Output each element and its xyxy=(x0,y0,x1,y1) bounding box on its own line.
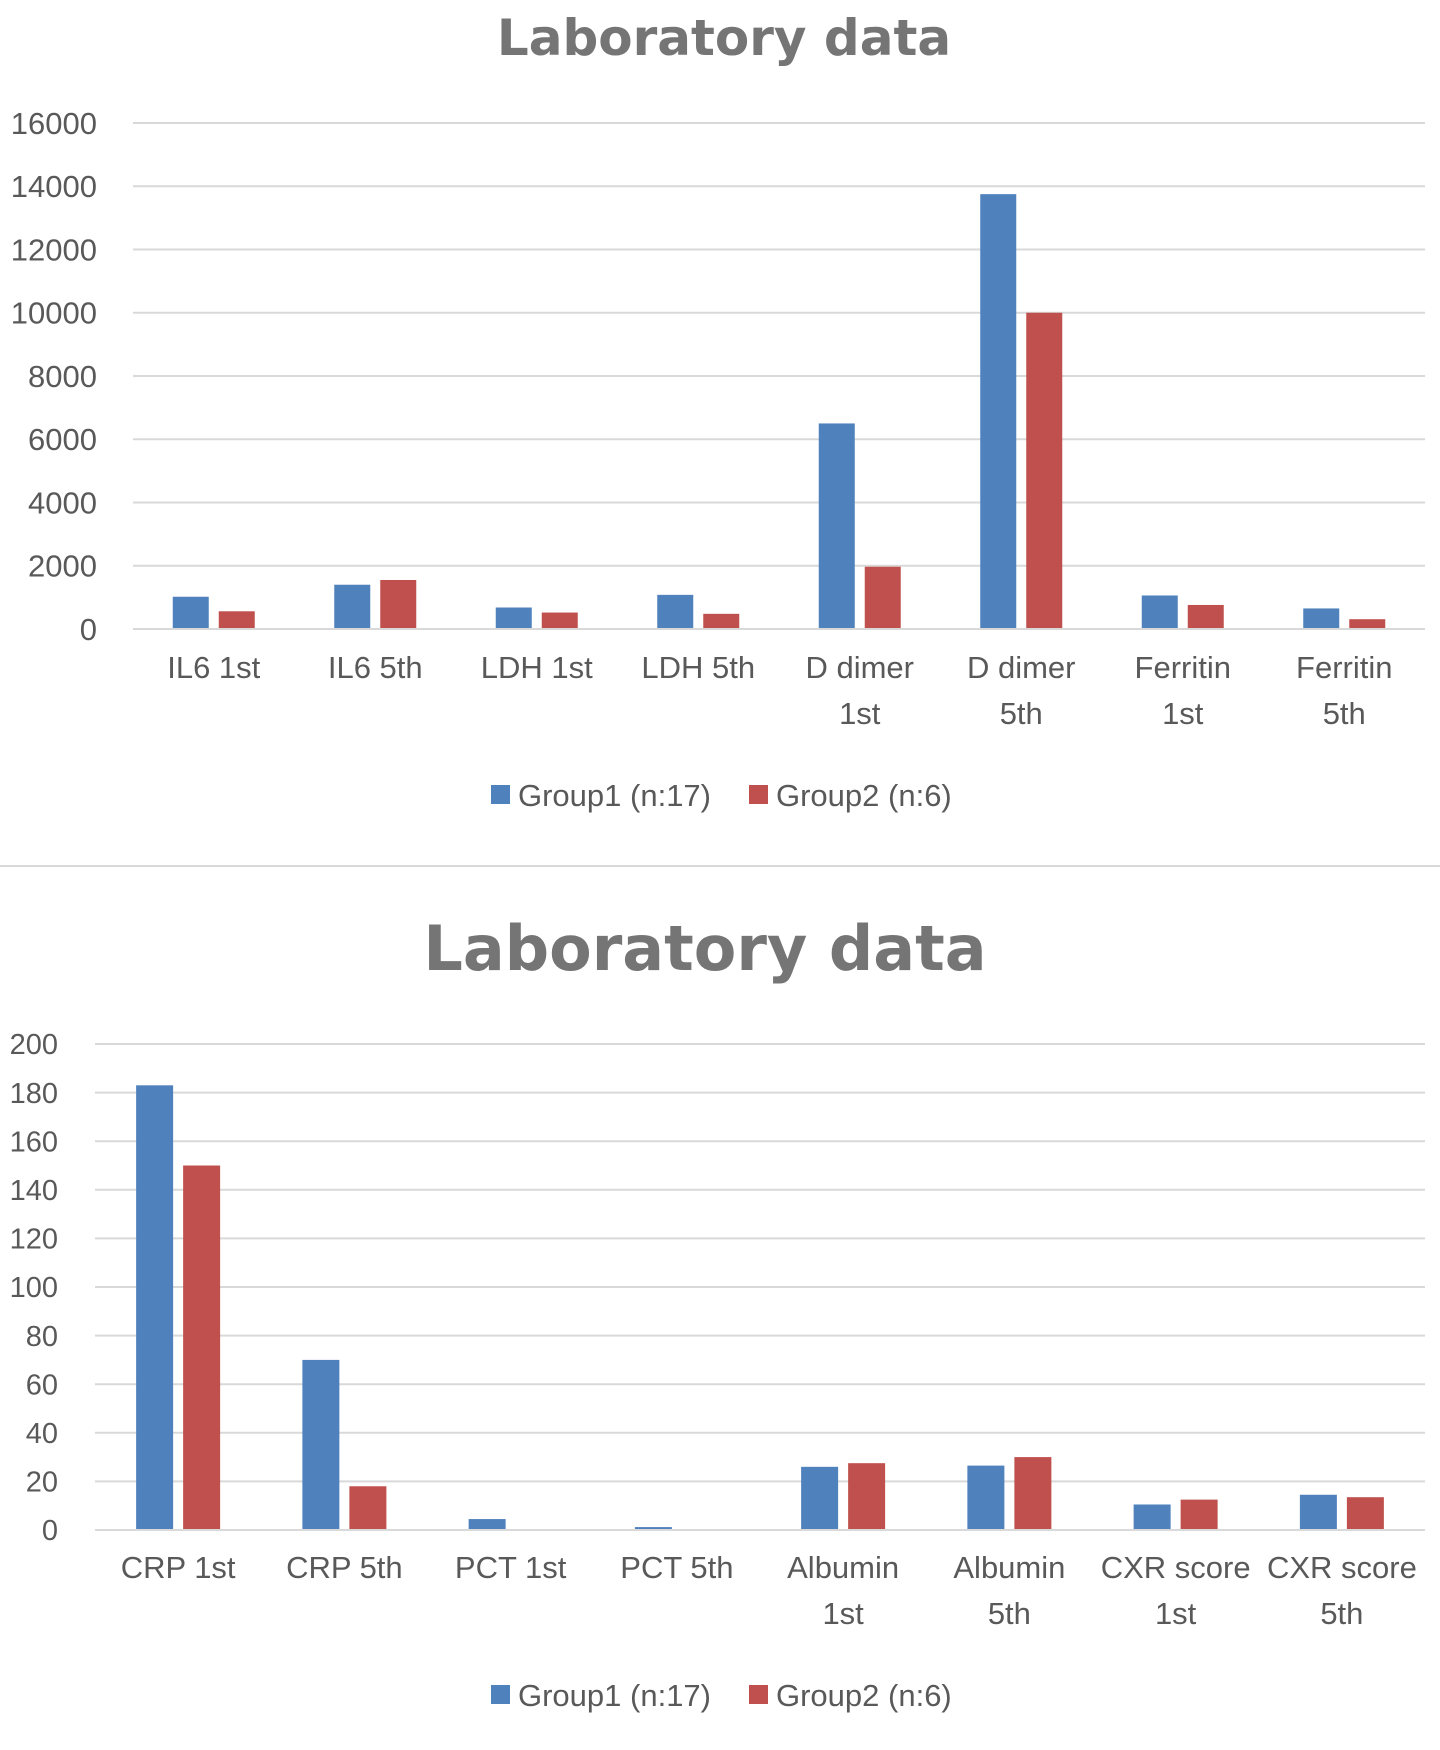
bar-group1 xyxy=(1141,595,1178,629)
y-tick-label: 0 xyxy=(80,612,97,647)
y-tick-label: 0 xyxy=(42,1515,58,1547)
bar-group2 xyxy=(1187,604,1224,629)
category-label: 1st xyxy=(1155,1596,1197,1631)
y-tick-label: 180 xyxy=(10,1078,58,1110)
category-label: PCT 5th xyxy=(620,1550,733,1585)
y-tick-label: 10000 xyxy=(11,296,97,331)
category-label: 5th xyxy=(1323,696,1366,731)
category-label: 5th xyxy=(1320,1596,1363,1631)
y-tick-label: 140 xyxy=(10,1175,58,1207)
bar-group2 xyxy=(864,566,901,629)
y-tick-label: 16000 xyxy=(11,106,97,141)
legend-label-group1: Group1 (n:17) xyxy=(518,1678,711,1713)
y-tick-label: 120 xyxy=(10,1224,58,1256)
bar-group2 xyxy=(848,1463,886,1530)
category-label: CRP 1st xyxy=(121,1550,236,1585)
legend-label-group2: Group2 (n:6) xyxy=(776,778,952,813)
y-tick-label: 2000 xyxy=(28,549,97,584)
bar-group1 xyxy=(302,1359,340,1530)
bar-group1 xyxy=(334,584,371,629)
y-tick-label: 4000 xyxy=(28,485,97,520)
bar-group2 xyxy=(1180,1499,1218,1530)
bar-group2 xyxy=(380,579,417,629)
y-tick-label: 14000 xyxy=(11,169,97,204)
category-label: Albumin xyxy=(953,1550,1065,1585)
category-label: CXR score xyxy=(1101,1550,1251,1585)
category-label: D dimer xyxy=(967,650,1076,685)
category-label: LDH 5th xyxy=(641,650,755,685)
bar-group1 xyxy=(801,1466,839,1530)
category-label: 1st xyxy=(839,696,881,731)
y-tick-label: 40 xyxy=(26,1418,58,1450)
y-tick-label: 100 xyxy=(10,1272,58,1304)
y-tick-label: 60 xyxy=(26,1369,58,1401)
chart-title: Laboratory data xyxy=(497,9,951,67)
category-label: 5th xyxy=(988,1596,1031,1631)
bar-group1 xyxy=(1133,1504,1171,1530)
bar-group2 xyxy=(1346,1497,1384,1530)
category-label: Ferritin xyxy=(1135,650,1231,685)
bar-group2 xyxy=(183,1165,221,1530)
legend-label-group1: Group1 (n:17) xyxy=(518,778,711,813)
bar-group2 xyxy=(1014,1457,1052,1530)
legend-swatch-group1 xyxy=(491,1685,510,1704)
y-tick-label: 20 xyxy=(26,1467,58,1499)
bar-group1 xyxy=(172,596,209,629)
y-tick-label: 80 xyxy=(26,1321,58,1353)
y-tick-label: 160 xyxy=(10,1126,58,1158)
category-label: 1st xyxy=(1162,696,1204,731)
y-tick-label: 12000 xyxy=(11,232,97,267)
chart-top: Laboratory data 0 2000 4000 6000 8000 10000 120… xyxy=(11,9,1425,813)
y-tick-label: 6000 xyxy=(28,422,97,457)
bar-group1 xyxy=(657,594,694,629)
category-label: IL6 1st xyxy=(167,650,260,685)
bar-group1 xyxy=(980,194,1017,629)
bar-group1 xyxy=(1303,608,1340,629)
bar-group2 xyxy=(541,612,578,629)
category-label: Albumin xyxy=(787,1550,899,1585)
category-label: CXR score xyxy=(1267,1550,1417,1585)
category-label: D dimer xyxy=(805,650,914,685)
legend-swatch-group2 xyxy=(749,785,768,804)
bar-group2 xyxy=(703,613,740,629)
category-label: PCT 1st xyxy=(455,1550,567,1585)
legend-swatch-group2 xyxy=(749,1685,768,1704)
legend-label-group2: Group2 (n:6) xyxy=(776,1678,952,1713)
bar-group1 xyxy=(634,1527,672,1530)
chart-title: Laboratory data xyxy=(423,912,986,985)
category-label: 1st xyxy=(822,1596,864,1631)
category-label: 5th xyxy=(1000,696,1043,731)
category-label: CRP 5th xyxy=(286,1550,403,1585)
bar-group2 xyxy=(1349,619,1386,629)
bar-group1 xyxy=(818,423,855,629)
y-tick-label: 8000 xyxy=(28,359,97,394)
category-label: Ferritin xyxy=(1296,650,1392,685)
bar-group1 xyxy=(136,1085,174,1530)
y-tick-label: 200 xyxy=(10,1029,58,1061)
bar-group1 xyxy=(967,1465,1005,1530)
bar-group1 xyxy=(1299,1494,1337,1530)
category-label: IL6 5th xyxy=(328,650,423,685)
bar-group1 xyxy=(468,1519,506,1530)
category-label: LDH 1st xyxy=(481,650,593,685)
bar-group2 xyxy=(1026,312,1063,629)
bar-group2 xyxy=(218,611,255,629)
chart-bottom: Laboratory data 0 20 40 60 80 100 120 140 160 180 2… xyxy=(10,912,1425,1713)
bar-group2 xyxy=(349,1486,387,1530)
bar-group1 xyxy=(495,607,532,629)
legend-swatch-group1 xyxy=(491,785,510,804)
